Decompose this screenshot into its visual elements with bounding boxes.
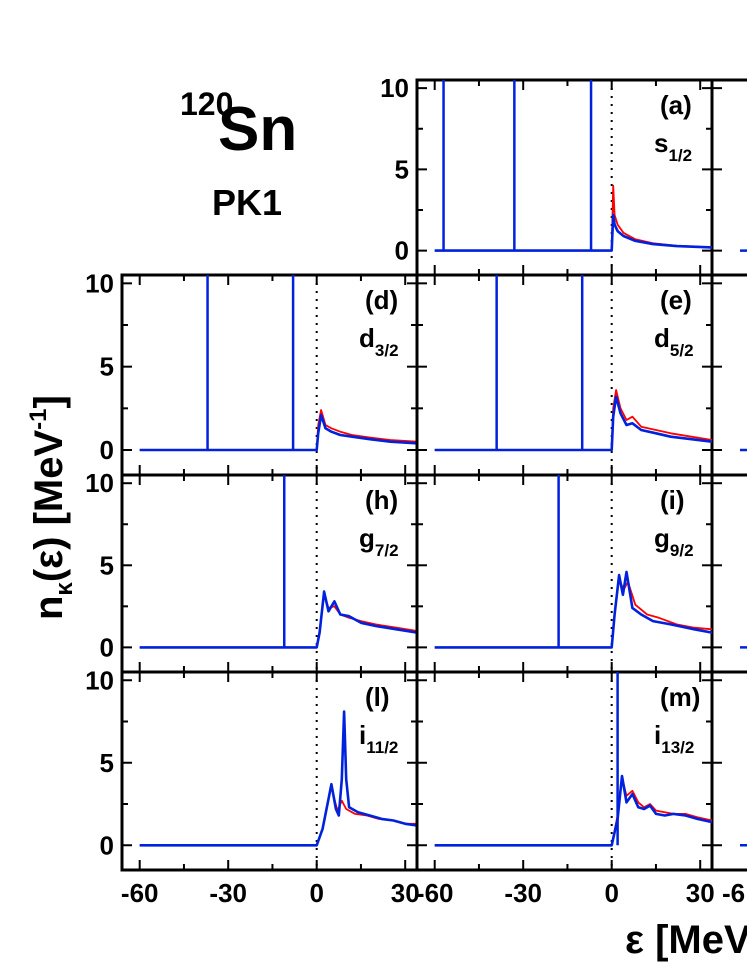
y-tick-label: 0 [100,632,114,662]
series-blue-line [139,710,418,847]
panel-id-label: (l) [365,682,390,712]
x-tick-label: -60 [416,878,454,908]
x-tick-label: 30 [391,878,420,908]
panel-id-label: (d) [365,285,398,315]
series-red-line [434,184,713,252]
series-red-line [139,785,417,847]
y-tick-label: 5 [395,154,409,184]
y-tick-label: 5 [100,748,114,778]
orbital-label: i11/2 [359,720,398,757]
series-red-line [434,389,713,451]
y-tick-label: 0 [100,830,114,860]
series-red-line [139,593,418,649]
panel-m: (m) i13/2 -60 -30 0 30 [415,670,715,908]
orbital-label: d3/2 [359,323,399,360]
y-tick-label: 10 [85,665,114,695]
orbital-letter: s [654,128,668,158]
x-tick-label-partial: -6 [722,878,745,908]
ylabel-end: ] [27,395,71,408]
panel-id-label: (e) [660,285,692,315]
series-blue-line [139,413,418,452]
y-tick-label: 10 [85,268,114,298]
series-blue-line [139,590,418,649]
ylabel-sub: κ [51,582,78,596]
orbital-letter: d [654,323,670,353]
panel-h: (h) g7/2 0 5 10 [85,468,419,674]
orbital-subscript: 11/2 [366,738,398,757]
y-axis-label: nκ(ε) [MeV-1] [25,395,78,620]
x-tick-label: 30 [686,878,715,908]
nucleus-mass: 120 [180,86,233,122]
orbital-letter: i [359,720,366,750]
series-blue-line [434,774,713,847]
orbital-subscript: 9/2 [670,541,694,560]
orbital-label: d5/2 [654,323,694,360]
x-tick-label: 0 [604,878,618,908]
y-tick-label: 5 [100,352,114,382]
x-axis-label: ε [MeV [625,918,747,962]
nucleus-symbol: Sn [218,95,297,164]
ylabel-sup: -1 [25,409,52,430]
panel-id-label: (m) [660,682,700,712]
panel-id-label: (i) [660,485,685,515]
x-tick-label: -60 [121,878,159,908]
panels-group: (a)s1/20510(d)d3/20510(e)d5/2(h)g7/20510… [85,73,747,908]
panel-a: (a) s1/2 0 5 10 [380,73,714,277]
series-red-line [434,776,713,847]
ylabel-base: n [27,596,71,620]
series-blue-line [434,395,713,452]
y-tick-label: 5 [100,550,114,580]
orbital-label: i13/2 [654,720,694,757]
orbital-subscript: 5/2 [670,341,694,360]
panel-i: (i) g9/2 [415,473,714,674]
orbital-letter: g [359,523,375,553]
series-red-line [434,577,713,649]
svg-text:nκ(ε) [MeV-1]: nκ(ε) [MeV-1] [25,395,78,620]
panel-id-label: (h) [365,485,398,515]
nucleus-title: 120 Sn [180,86,297,164]
panel-e: (e) d5/2 [415,273,714,477]
orbital-letter: d [359,323,375,353]
y-tick-label: 0 [100,435,114,465]
orbital-subscript: 1/2 [668,146,692,165]
panel-frame [415,670,714,872]
x-tick-label: -30 [209,878,247,908]
orbital-label: g9/2 [654,523,694,560]
x-tick-label: -30 [504,878,542,908]
x-tick-label: 0 [309,878,323,908]
orbital-letter: g [654,523,670,553]
orbital-subscript: 3/2 [375,341,399,360]
ylabel-rest: (ε) [MeV [27,430,71,583]
y-tick-label: 0 [395,236,409,266]
panel-l: (l) i11/2 0 5 10 -60 -30 0 30 [85,665,420,908]
y-tick-label: 10 [85,468,114,498]
panel-d: (d) d3/2 0 5 10 [85,268,419,477]
panel-id-label: (a) [660,90,692,120]
series-blue-line [434,570,713,649]
orbital-label: s1/2 [654,128,692,165]
y-tick-label: 10 [380,73,409,103]
orbital-subscript: 13/2 [661,738,694,757]
series-red-line [139,409,418,451]
orbital-subscript: 7/2 [375,541,399,560]
orbital-letter: i [654,720,661,750]
series-blue-line [434,213,713,252]
model-label: PK1 [212,182,282,223]
orbital-label: g7/2 [359,523,399,560]
